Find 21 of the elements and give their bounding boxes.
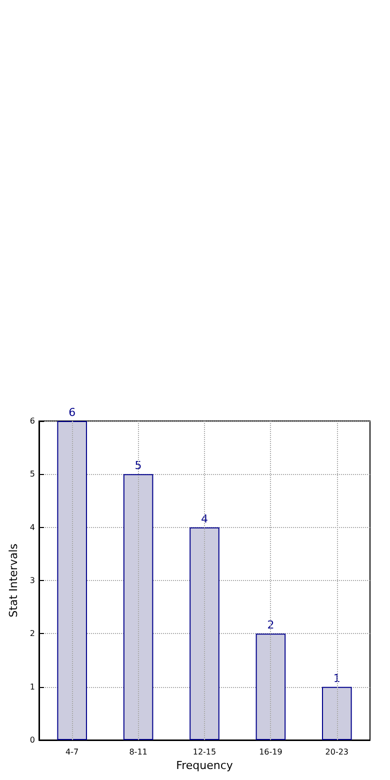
y-tick-label: 5 <box>30 470 35 479</box>
y-axis-title: Stat Intervals <box>7 543 20 618</box>
x-tick-label: 8-11 <box>129 748 148 756</box>
bar <box>57 421 87 740</box>
bar <box>190 527 220 740</box>
data-label: 4 <box>200 512 208 526</box>
x-tick-label: 4-7 <box>66 748 79 756</box>
y-tick-label: 6 <box>30 416 35 426</box>
y-tick-label: 0 <box>30 736 35 744</box>
y-tick-label: 1 <box>30 682 35 692</box>
bar <box>256 634 286 740</box>
y-tick-label: 4 <box>30 522 35 532</box>
bar <box>123 474 154 740</box>
x-tick-label: 16-19 <box>259 748 282 756</box>
bar <box>322 686 352 740</box>
x-axis-title: Frequency <box>176 759 234 772</box>
x-tick-label: 12-15 <box>192 748 216 756</box>
x-tick-label: 20-23 <box>325 748 349 756</box>
data-label: 6 <box>68 406 76 419</box>
y-tick-label: 3 <box>30 576 35 585</box>
y-tick-label: 2 <box>30 629 35 638</box>
